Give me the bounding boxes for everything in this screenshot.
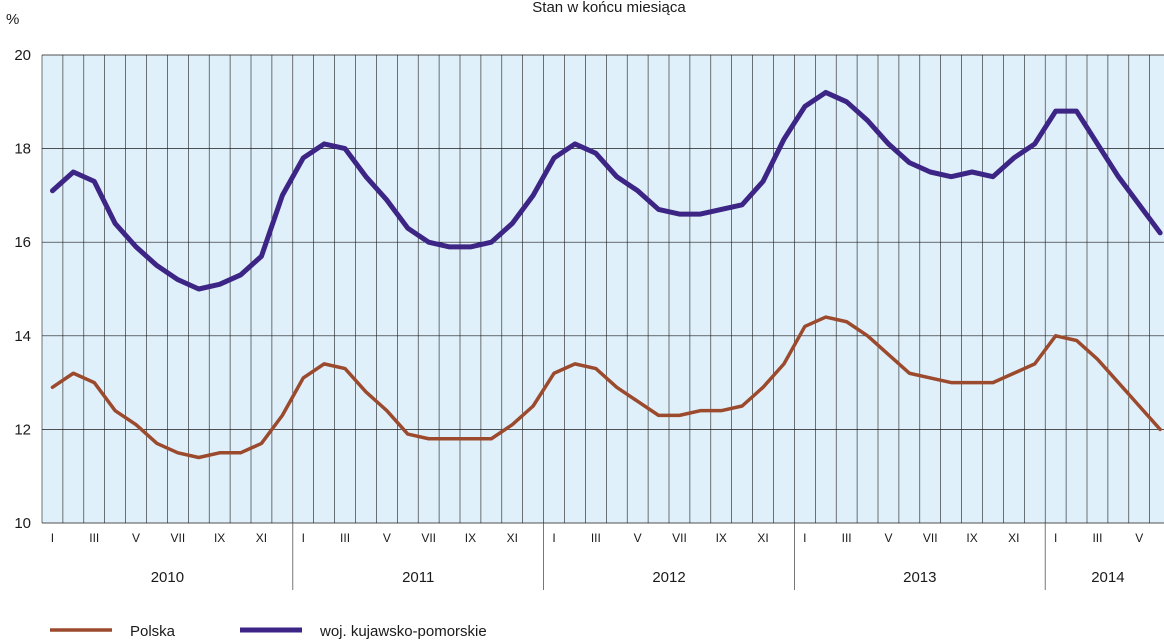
y-axis-ticks: 10 12 14 16 18 20 [14,47,31,532]
y-tick-label: 10 [14,515,31,532]
series-layer [49,89,1163,460]
chart-subtitle: Stan w końcu miesiąca [532,0,686,16]
x-tick-label: XI [256,531,267,545]
legend-label: Polska [130,623,176,640]
series-line [50,315,1162,460]
x-tick-label: VII [171,531,186,545]
x-tick-label: I [803,531,806,545]
series-line [49,89,1163,292]
x-tick-label: IX [716,531,727,545]
x-tick-label: VII [421,531,436,545]
y-tick-label: 12 [14,421,31,438]
x-tick-label: III [591,531,601,545]
year-label: 2013 [903,569,936,586]
x-axis: I III V VII IX XI I III V VII IX XI I III V VII IX XI I III… [51,523,1143,590]
year-label: 2010 [151,569,184,586]
x-tick-label: III [340,531,350,545]
x-tick-label: III [1092,531,1102,545]
y-tick-label: 18 [14,141,31,158]
legend: Polska woj. kujawsko-pomorskie [50,623,487,640]
x-tick-label: I [552,531,555,545]
x-tick-label: IX [214,531,225,545]
year-label: 2011 [402,569,434,586]
x-tick-label: XI [1008,531,1019,545]
x-tick-label: XI [507,531,518,545]
x-tick-label: XI [757,531,768,545]
year-label: 2012 [652,569,685,586]
x-tick-label: IX [966,531,977,545]
year-label: 2014 [1091,569,1124,586]
x-tick-label: I [1054,531,1057,545]
y-tick-label: 20 [14,47,31,64]
y-tick-label: 16 [14,234,31,251]
plot-area [42,55,1164,523]
x-tick-label: V [884,531,892,545]
x-tick-label: VII [923,531,938,545]
y-tick-label: 14 [14,328,31,345]
x-tick-label: IX [465,531,476,545]
legend-label: woj. kujawsko-pomorskie [319,623,487,640]
x-tick-label: III [89,531,99,545]
y-axis-label: % [6,11,19,28]
x-tick-label: III [842,531,852,545]
x-tick-label: V [634,531,642,545]
x-tick-label: I [302,531,305,545]
x-tick-label: V [383,531,391,545]
x-tick-label: I [51,531,54,545]
x-tick-label: V [1135,531,1143,545]
x-tick-label: V [132,531,140,545]
x-tick-label: VII [672,531,687,545]
gridlines [41,54,1164,524]
